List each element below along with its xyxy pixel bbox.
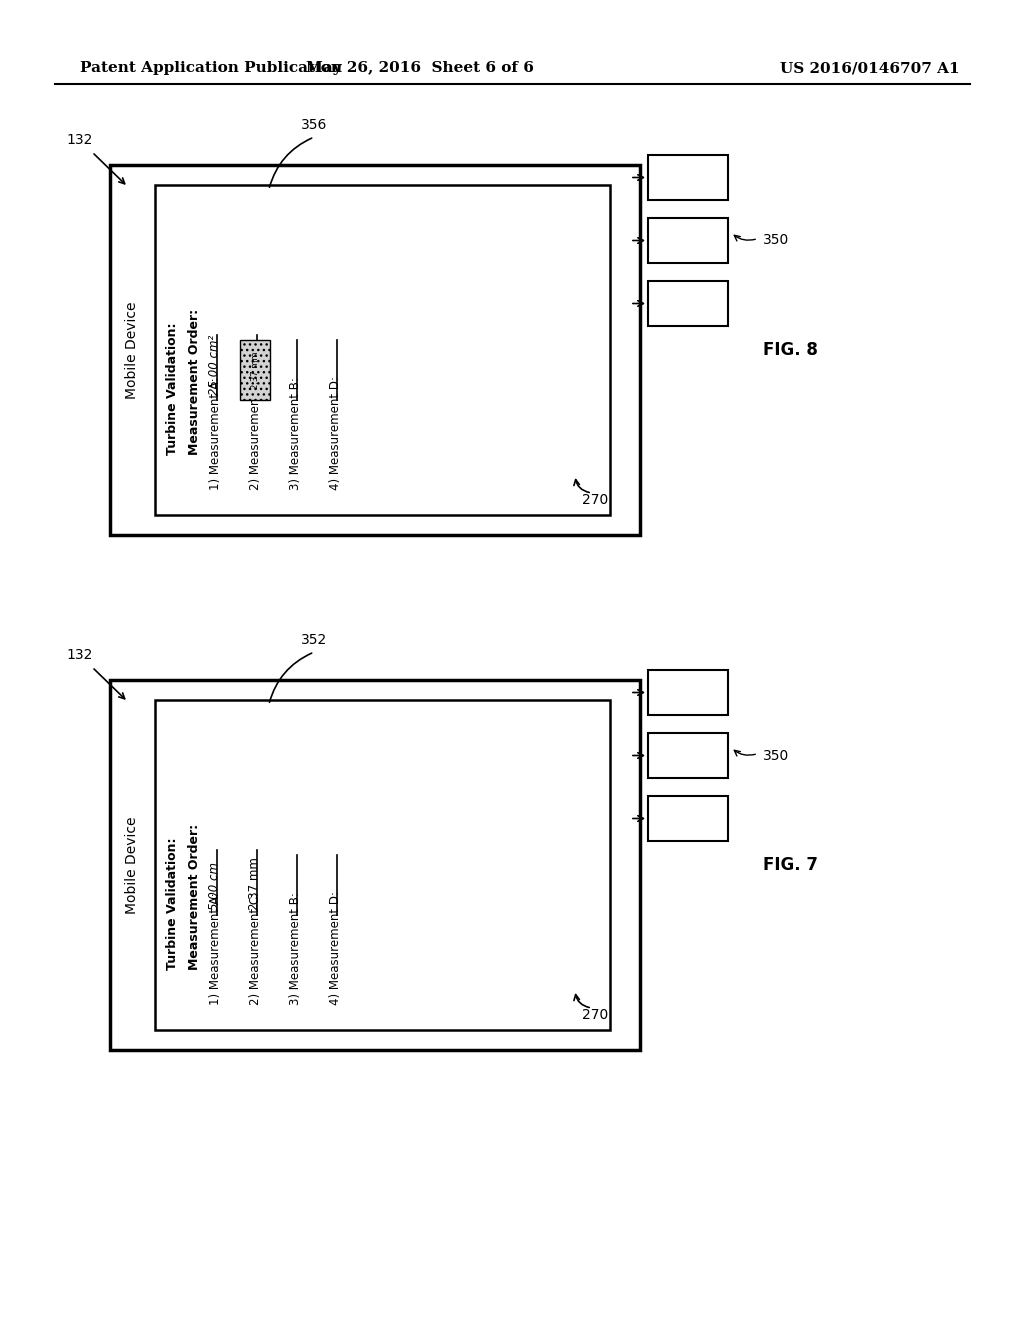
Bar: [648, 154, 728, 201]
Text: 132: 132: [67, 648, 93, 663]
Text: 3) Measurement B:: 3) Measurement B:: [289, 892, 301, 1005]
Bar: [155, 185, 610, 515]
Text: Mobile Device: Mobile Device: [125, 301, 139, 399]
Text: Mobile Device: Mobile Device: [125, 816, 139, 913]
Text: 2.37 mm: 2.37 mm: [251, 351, 259, 389]
Text: 5.00 cm: 5.00 cm: [209, 862, 221, 909]
Bar: [110, 680, 640, 1049]
Text: 2) Measurement C:: 2) Measurement C:: [249, 892, 261, 1005]
Bar: [648, 218, 728, 263]
Bar: [648, 281, 728, 326]
Text: Turbine Validation:: Turbine Validation:: [167, 837, 179, 970]
Text: 350: 350: [763, 234, 790, 248]
Bar: [648, 671, 728, 715]
Text: 352: 352: [301, 634, 328, 647]
Bar: [648, 733, 728, 777]
Text: 4) Measurement D:: 4) Measurement D:: [329, 376, 341, 490]
Text: 270: 270: [582, 1008, 608, 1022]
Text: FIG. 7: FIG. 7: [763, 855, 818, 874]
Text: Turbine Validation:: Turbine Validation:: [167, 322, 179, 455]
Text: Patent Application Publication: Patent Application Publication: [80, 61, 342, 75]
Text: FIG. 8: FIG. 8: [763, 341, 818, 359]
Text: 25.00 cm²: 25.00 cm²: [209, 335, 221, 395]
Text: 2) Measurement C:: 2) Measurement C:: [249, 378, 261, 490]
Text: 1) Measurement A:: 1) Measurement A:: [209, 378, 221, 490]
Text: 350: 350: [763, 748, 790, 763]
Bar: [648, 796, 728, 841]
Bar: [240, 341, 270, 400]
Text: 356: 356: [301, 117, 328, 132]
Bar: [155, 700, 610, 1030]
Text: 1) Measurement A:: 1) Measurement A:: [209, 892, 221, 1005]
Text: Measurement Order:: Measurement Order:: [188, 824, 202, 970]
Text: May 26, 2016  Sheet 6 of 6: May 26, 2016 Sheet 6 of 6: [306, 61, 534, 75]
Text: 270: 270: [582, 492, 608, 507]
Text: US 2016/0146707 A1: US 2016/0146707 A1: [780, 61, 959, 75]
Text: 2.37 mm: 2.37 mm: [249, 342, 261, 395]
Text: 132: 132: [67, 133, 93, 147]
Text: Measurement Order:: Measurement Order:: [188, 309, 202, 455]
Text: 4) Measurement D:: 4) Measurement D:: [329, 891, 341, 1005]
Bar: [110, 165, 640, 535]
Text: 3) Measurement B:: 3) Measurement B:: [289, 378, 301, 490]
Text: 2.37 mm: 2.37 mm: [249, 857, 261, 909]
